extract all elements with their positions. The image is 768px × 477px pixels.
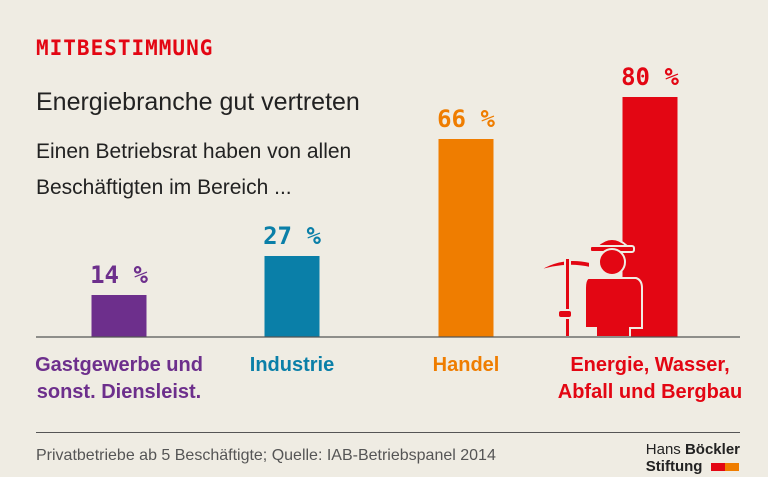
miner-with-pickaxe-icon <box>535 238 643 338</box>
hans-boeckler-stiftung-logo: Hans Böckler Stiftung <box>646 441 740 475</box>
source-note: Privatbetriebe ab 5 Beschäftigte; Quelle… <box>36 447 496 464</box>
kicker: MITBESTIMMUNG <box>36 36 214 60</box>
logo-text: Hans <box>645 441 685 458</box>
bar <box>438 139 494 337</box>
category-label-line: Handel <box>432 354 500 376</box>
chart-subtitle: Einen Betriebsrat haben von allen Beschä… <box>36 140 352 199</box>
bar <box>91 295 147 337</box>
category-label-line: Industrie <box>249 354 335 376</box>
bar <box>264 256 320 337</box>
data-label: 27 % <box>263 222 321 250</box>
data-label: 14 % <box>90 261 148 289</box>
category-label: Industrie <box>182 352 402 379</box>
category-label: Gastgewerbe und sonst. Diensleist. <box>9 352 229 406</box>
data-label: 80 % <box>621 63 679 91</box>
category-label-line: sonst. Diensleist. <box>36 381 202 403</box>
category-label-line: Abfall und Bergbau <box>557 381 743 403</box>
logo-red-block <box>710 463 725 471</box>
category-label-line: Gastgewerbe und <box>35 354 203 376</box>
category-label-line: Energie, Wasser, <box>570 354 730 376</box>
chart-title: Energiebranche gut vertreten <box>36 88 360 116</box>
data-label: 66 % <box>437 105 495 133</box>
logo-text-bold: Böckler <box>684 441 740 458</box>
category-label: Energie, Wasser, Abfall und Bergbau <box>540 352 760 406</box>
logo-orange-block <box>724 463 739 471</box>
category-label: Handel <box>356 352 576 379</box>
logo-text-bold: Stiftung <box>645 458 703 475</box>
footer-divider <box>36 432 740 433</box>
